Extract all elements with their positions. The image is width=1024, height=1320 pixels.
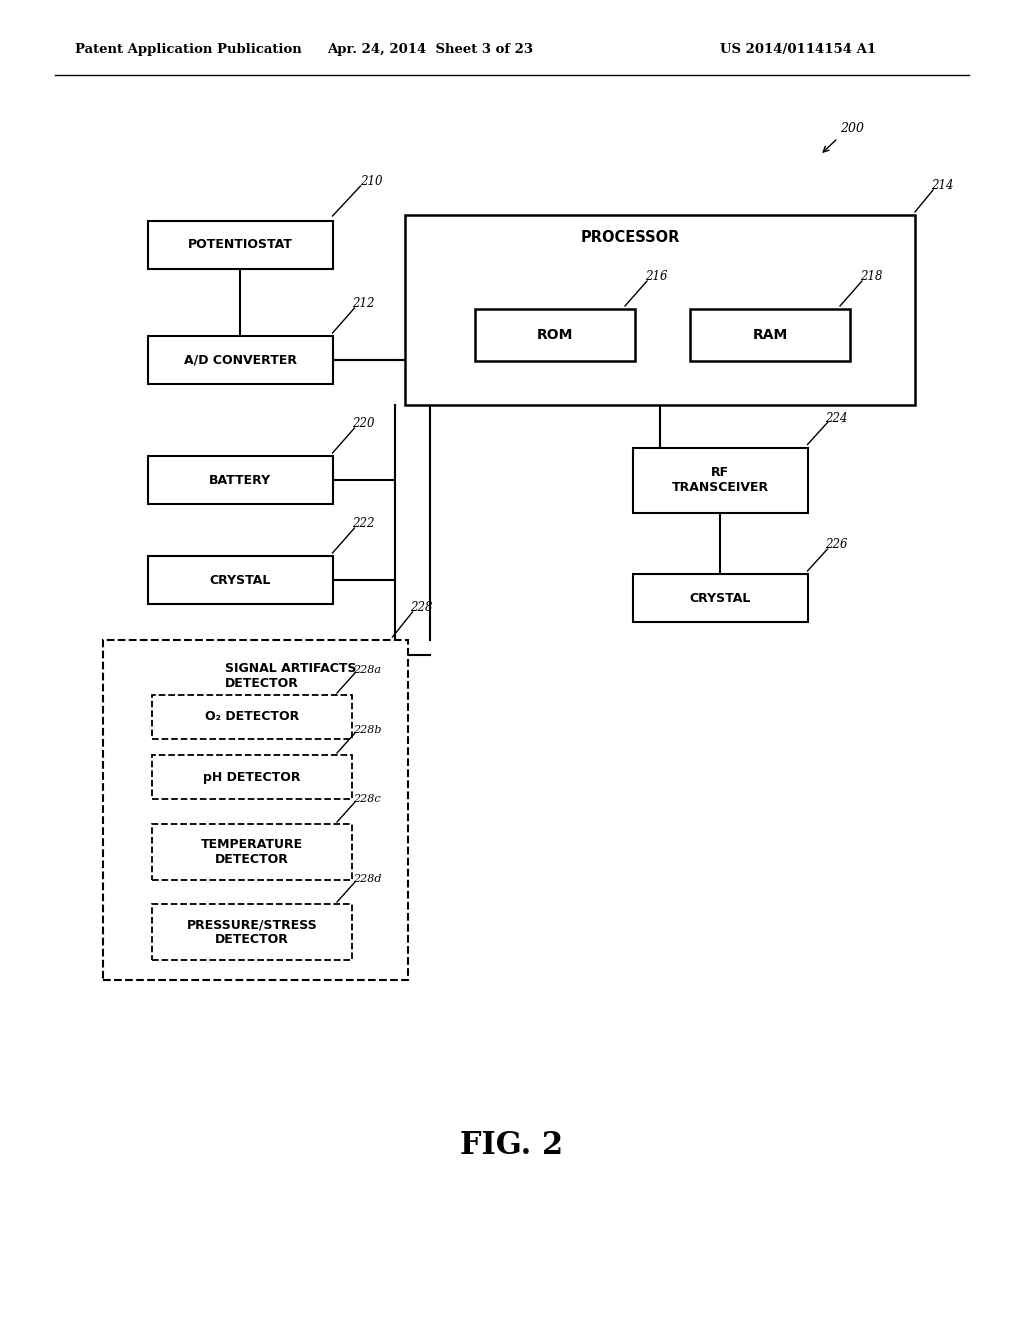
Text: US 2014/0114154 A1: US 2014/0114154 A1	[720, 44, 877, 57]
Text: BATTERY: BATTERY	[209, 474, 271, 487]
Text: PROCESSOR: PROCESSOR	[581, 230, 680, 244]
Text: RAM: RAM	[753, 327, 787, 342]
Text: 228b: 228b	[353, 725, 382, 735]
Text: A/D CONVERTER: A/D CONVERTER	[183, 354, 297, 367]
Bar	[406, 215, 915, 405]
Text: ROM: ROM	[537, 327, 573, 342]
Bar	[152, 904, 352, 960]
Bar	[147, 455, 333, 504]
Bar	[633, 574, 808, 622]
Text: O₂ DETECTOR: O₂ DETECTOR	[205, 710, 299, 723]
Text: 222: 222	[352, 517, 375, 531]
Text: TEMPERATURE
DETECTOR: TEMPERATURE DETECTOR	[201, 838, 303, 866]
Text: PRESSURE/STRESS
DETECTOR: PRESSURE/STRESS DETECTOR	[186, 917, 317, 946]
Text: 212: 212	[352, 297, 375, 310]
Bar	[147, 220, 333, 269]
Text: CRYSTAL: CRYSTAL	[209, 573, 270, 586]
Text: Apr. 24, 2014  Sheet 3 of 23: Apr. 24, 2014 Sheet 3 of 23	[327, 44, 534, 57]
Text: POTENTIOSTAT: POTENTIOSTAT	[187, 239, 293, 252]
Text: 224: 224	[825, 412, 848, 425]
Text: 226: 226	[825, 539, 848, 550]
Text: SIGNAL ARTIFACTS
DETECTOR: SIGNAL ARTIFACTS DETECTOR	[225, 663, 356, 690]
Text: Patent Application Publication: Patent Application Publication	[75, 44, 302, 57]
Text: CRYSTAL: CRYSTAL	[689, 591, 751, 605]
Text: RF
TRANSCEIVER: RF TRANSCEIVER	[672, 466, 769, 494]
Bar	[152, 755, 352, 799]
Text: 216: 216	[645, 271, 668, 282]
Text: 214: 214	[931, 180, 953, 191]
Bar	[147, 337, 333, 384]
Text: FIG. 2: FIG. 2	[461, 1130, 563, 1160]
Bar	[690, 309, 850, 360]
Text: 228: 228	[411, 601, 433, 614]
Text: 218: 218	[860, 271, 883, 282]
Bar	[475, 309, 635, 360]
Bar	[147, 556, 333, 605]
Text: 200: 200	[840, 121, 864, 135]
Text: 228a: 228a	[353, 665, 381, 675]
Text: 210: 210	[360, 176, 383, 187]
Text: pH DETECTOR: pH DETECTOR	[203, 771, 301, 784]
Bar	[633, 447, 808, 512]
Bar	[152, 696, 352, 739]
Bar	[102, 640, 408, 979]
Text: 220: 220	[352, 417, 375, 430]
Text: 228c: 228c	[353, 795, 381, 804]
Text: 228d: 228d	[353, 874, 382, 884]
Bar	[152, 824, 352, 880]
